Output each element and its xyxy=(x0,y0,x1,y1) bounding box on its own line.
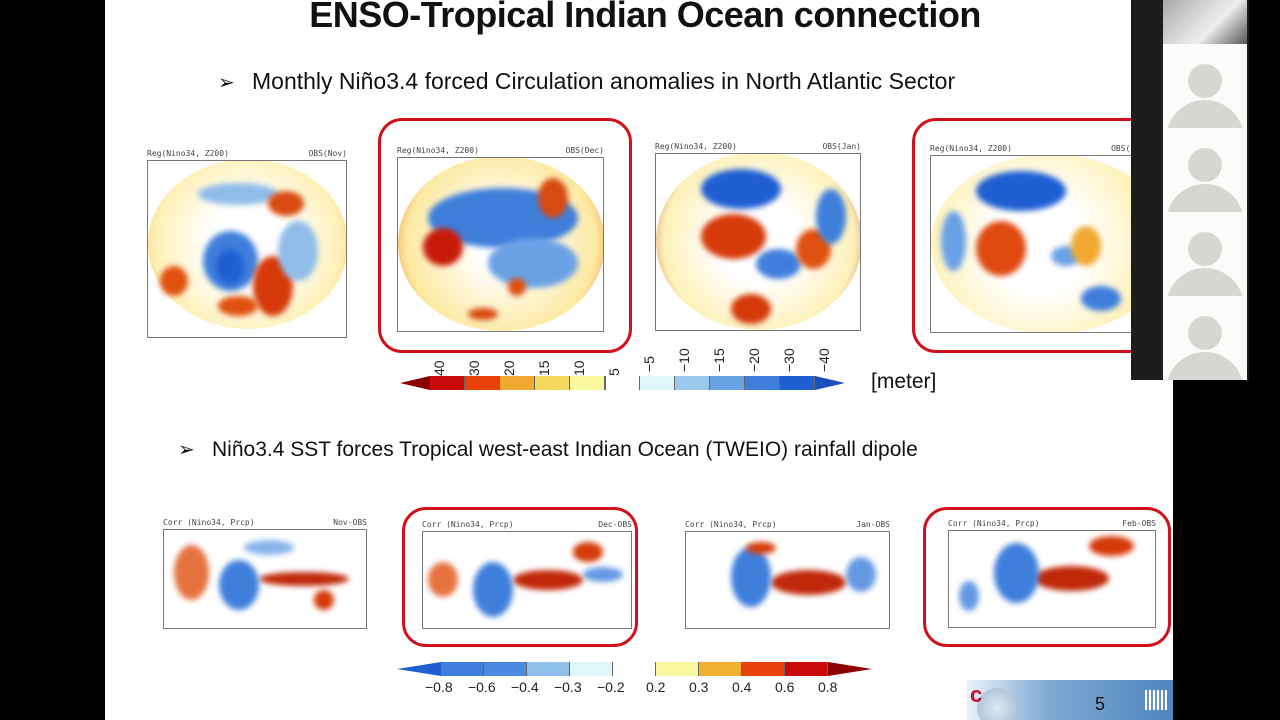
tick: −0.3 xyxy=(554,679,582,695)
tick: 40 xyxy=(431,360,447,376)
tick: −40 xyxy=(816,348,832,372)
tick: 30 xyxy=(466,360,482,376)
z200-map-nov: Reg(Nino34, Z200) OBS(Nov) xyxy=(147,149,347,338)
tick: 0.6 xyxy=(775,679,795,695)
page-number: 5 xyxy=(1095,694,1106,714)
tick: −0.6 xyxy=(468,679,496,695)
tick: 0.2 xyxy=(646,679,666,695)
prcp-map-feb: Corr (Nino34, Prcp) Feb-OBS xyxy=(948,519,1156,628)
z200-map-dec: Reg(Nino34, Z200) OBS(Dec) xyxy=(397,146,604,332)
map-label: Corr (Nino34, Prcp) xyxy=(422,520,514,529)
presentation-slide: ENSO-Tropical Indian Ocean connection ➢ M… xyxy=(105,0,1173,720)
tick: −30 xyxy=(781,348,797,372)
ictp-logo-icon: c xyxy=(970,682,983,707)
tick: −0.2 xyxy=(597,679,625,695)
avatar-body-icon xyxy=(1166,352,1244,380)
avatar-head-icon xyxy=(1188,148,1222,182)
bullet-arrow-icon: ➢ xyxy=(178,439,195,461)
tick: −20 xyxy=(746,348,762,372)
map-label: Corr (Nino34, Prcp) xyxy=(163,518,255,527)
map-month: Jan-OBS xyxy=(856,520,890,529)
participant-tile-4[interactable] xyxy=(1163,296,1247,380)
map-label: Reg(Nino34, Z200) xyxy=(655,142,737,151)
participant-tile-1[interactable] xyxy=(1163,44,1247,128)
bullet-rainfall: ➢ Niño3.4 SST forces Tropical west-east I… xyxy=(178,437,918,462)
avatar-body-icon xyxy=(1166,268,1244,296)
tick: −0.4 xyxy=(511,679,539,695)
globe-logo-icon xyxy=(977,688,1017,720)
highlight-frame-feb-prcp xyxy=(923,507,1171,647)
tick: 5 xyxy=(606,368,622,376)
z200-map-jan: Reg(Nino34, Z200) OBS(Jan) xyxy=(655,142,861,331)
map-month: OBS(Nov) xyxy=(308,149,347,158)
participant-tile-3[interactable] xyxy=(1163,212,1247,296)
map-label: Reg(Nino34, Z200) xyxy=(397,146,479,155)
tick: −5 xyxy=(641,356,657,372)
bullet-circulation: ➢ Monthly Niño3.4 forced Circulation anom… xyxy=(218,68,955,95)
tick: 10 xyxy=(571,360,587,376)
highlight-frame-dec xyxy=(378,118,632,353)
map-month: OBS(Fe xyxy=(1111,144,1140,153)
prcp-map-dec: Corr (Nino34, Prcp) Dec-OBS xyxy=(422,520,632,629)
unesco-logo-icon xyxy=(1145,690,1167,710)
tick: −15 xyxy=(711,348,727,372)
avatar-body-icon xyxy=(1166,100,1244,128)
map-month: OBS(Dec) xyxy=(565,146,604,155)
prcp-map-nov: Corr (Nino34, Prcp) Nov-OBS xyxy=(163,518,367,629)
highlight-frame-feb xyxy=(912,118,1173,353)
tick: −10 xyxy=(676,348,692,372)
map-month: Feb-OBS xyxy=(1122,519,1156,528)
map-month: OBS(Jan) xyxy=(822,142,861,151)
tick: −0.8 xyxy=(425,679,453,695)
avatar-head-icon xyxy=(1188,232,1222,266)
avatar-body-icon xyxy=(1166,184,1244,212)
participant-tile-2[interactable] xyxy=(1163,128,1247,212)
z200-map-feb: Reg(Nino34, Z200) OBS(Fe xyxy=(930,144,1140,333)
highlight-frame-dec-prcp xyxy=(402,507,638,647)
speaker-video-tile[interactable] xyxy=(1163,0,1247,44)
avatar-head-icon xyxy=(1188,316,1222,350)
tick: 0.4 xyxy=(732,679,752,695)
tick: 15 xyxy=(536,360,552,376)
tick: 20 xyxy=(501,360,517,376)
prcp-map-jan: Corr (Nino34, Prcp) Jan-OBS xyxy=(685,520,890,629)
map-label: Reg(Nino34, Z200) xyxy=(147,149,229,158)
colorbar-unit: [meter] xyxy=(871,370,937,393)
map-label: Corr (Nino34, Prcp) xyxy=(685,520,777,529)
map-label: Corr (Nino34, Prcp) xyxy=(948,519,1040,528)
tick: 0.8 xyxy=(818,679,838,695)
bullet-text: Niño3.4 SST forces Tropical west-east In… xyxy=(212,438,918,461)
map-month: Nov-OBS xyxy=(333,518,367,527)
avatar-head-icon xyxy=(1188,64,1222,98)
bullet-arrow-icon: ➢ xyxy=(218,72,235,94)
bullet-text: Monthly Niño3.4 forced Circulation anoma… xyxy=(252,68,956,94)
footer-banner: c 5 xyxy=(967,680,1173,720)
tick: 0.3 xyxy=(689,679,709,695)
map-month: Dec-OBS xyxy=(598,520,632,529)
map-label: Reg(Nino34, Z200) xyxy=(930,144,1012,153)
participants-panel xyxy=(1131,0,1249,380)
slide-title: ENSO-Tropical Indian Ocean connection xyxy=(309,0,981,35)
